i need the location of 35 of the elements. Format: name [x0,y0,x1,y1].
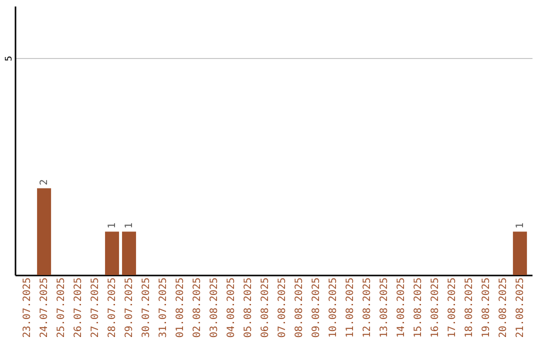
x-tick-label: 01.08.2025 [175,278,186,338]
x-tick-label: 20.08.2025 [498,278,509,338]
x-tick-label: 16.08.2025 [430,278,441,338]
x-tick-label: 02.08.2025 [192,278,204,338]
x-tick-label: 30.07.2025 [141,278,152,338]
x-tick-label: 12.08.2025 [362,278,373,338]
data-label: 1 [107,222,118,229]
data-label: 1 [514,222,526,229]
x-tick-label: 19.08.2025 [480,278,492,338]
x-tick-label: 10.08.2025 [328,278,339,338]
x-tick-label: 28.07.2025 [107,278,118,338]
x-tick-label: 07.08.2025 [277,278,288,338]
x-tick-label: 21.08.2025 [514,278,526,338]
x-tick-label: 14.08.2025 [396,278,407,338]
data-label: 1 [124,222,136,229]
x-tick-label: 29.07.2025 [124,278,136,338]
x-tick-label: 26.07.2025 [73,278,84,338]
x-tick-label: 03.08.2025 [209,278,220,338]
x-tick-label: 25.07.2025 [56,278,68,338]
x-tick-label: 24.07.2025 [39,278,50,338]
x-tick-label: 09.08.2025 [310,278,322,338]
x-tick-label: 04.08.2025 [226,278,238,338]
x-tick-label: 06.08.2025 [260,278,271,338]
y-tick-label: 5 [4,56,14,62]
x-tick-label: 27.07.2025 [90,278,102,338]
x-tick-label: 05.08.2025 [243,278,254,338]
x-tick-label: 17.08.2025 [446,278,458,338]
x-tick-label: 08.08.2025 [294,278,305,338]
x-tick-label: 13.08.2025 [378,278,390,338]
x-tick-label: 11.08.2025 [344,278,356,338]
x-tick-label: 15.08.2025 [412,278,424,338]
x-tick-label: 23.07.2025 [22,278,34,338]
x-tick-label: 18.08.2025 [464,278,475,338]
x-tick-label: 31.07.2025 [158,278,170,338]
data-label: 2 [39,179,50,186]
